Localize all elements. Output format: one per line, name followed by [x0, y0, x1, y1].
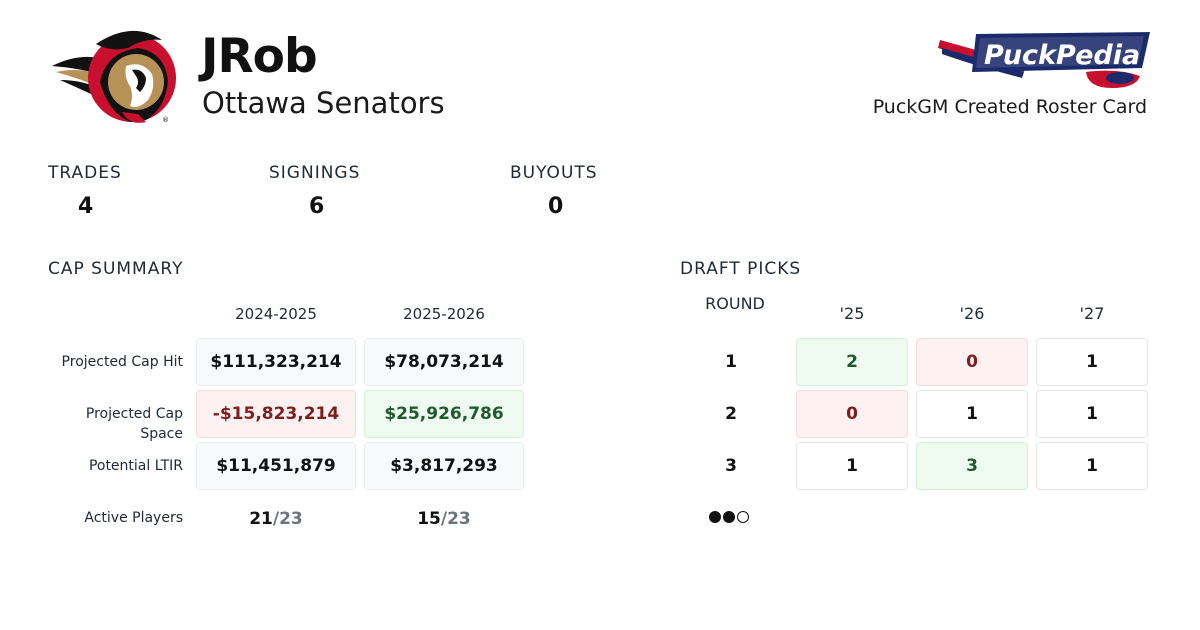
team-name: Ottawa Senators — [202, 86, 445, 120]
filled-dot-icon — [709, 511, 721, 523]
round-number: 2 — [725, 404, 737, 424]
username: JRob — [201, 29, 318, 84]
pick-count: 3 — [916, 442, 1028, 490]
active-players-value: 15/23 — [417, 509, 471, 529]
draft-picks-title: DRAFT PICKS — [680, 259, 802, 279]
pick-count: 0 — [916, 338, 1028, 386]
ltir-label: Potential LTIR — [88, 458, 183, 474]
trades-value: 4 — [78, 194, 94, 219]
year-header: '26 — [959, 304, 985, 323]
buyouts-label: BUYOUTS — [510, 163, 598, 183]
svg-text:®: ® — [162, 116, 169, 124]
cap-space-value: -$15,823,214 — [196, 390, 356, 438]
pick-count: 1 — [916, 390, 1028, 438]
round-number: 1 — [725, 352, 737, 372]
signings-value: 6 — [309, 194, 325, 219]
year-header: '25 — [839, 304, 865, 323]
season-header: 2025-2026 — [403, 305, 485, 323]
season-header: 2024-2025 — [235, 305, 317, 323]
round-header: ROUND — [705, 294, 765, 313]
cap-hit-label: Projected Cap Hit — [61, 354, 183, 370]
active-players-label: Active Players — [84, 510, 183, 526]
cap-summary-title: CAP SUMMARY — [48, 259, 184, 279]
puckpedia-logo: PuckPedia — [938, 32, 1150, 88]
ltir-value: $11,451,879 — [196, 442, 356, 490]
buyouts-value: 0 — [548, 194, 564, 219]
round-number: 3 — [725, 456, 737, 476]
pick-count: 1 — [1036, 338, 1148, 386]
year-header: '27 — [1079, 304, 1105, 323]
empty-dot-icon — [737, 511, 749, 523]
pick-indicator — [709, 511, 749, 523]
cap-space-value: $25,926,786 — [364, 390, 524, 438]
pick-count: 0 — [796, 390, 908, 438]
trades-label: TRADES — [48, 163, 122, 183]
ottawa-senators-logo: ® — [52, 30, 176, 124]
brand-text: PuckPedia — [984, 40, 1140, 71]
ltir-value: $3,817,293 — [364, 442, 524, 490]
filled-dot-icon — [723, 511, 735, 523]
signings-label: SIGNINGS — [269, 163, 361, 183]
pick-count: 1 — [1036, 442, 1148, 490]
pick-count: 2 — [796, 338, 908, 386]
roster-card-label: PuckGM Created Roster Card — [872, 96, 1147, 118]
pick-count: 1 — [1036, 390, 1148, 438]
pick-count: 1 — [796, 442, 908, 490]
cap-space-label: Projected Cap Space — [85, 406, 183, 442]
active-players-value: 21/23 — [249, 509, 303, 529]
cap-hit-value: $78,073,214 — [364, 338, 524, 386]
cap-hit-value: $111,323,214 — [196, 338, 356, 386]
